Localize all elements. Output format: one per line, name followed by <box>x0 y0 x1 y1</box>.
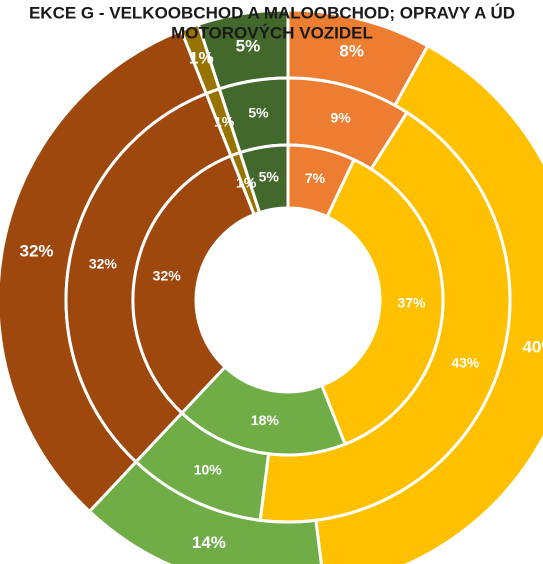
data-label: 1% <box>236 175 257 191</box>
data-label: 37% <box>397 295 426 311</box>
data-label: 32% <box>153 268 182 284</box>
data-label: 40% <box>522 337 543 356</box>
data-label: 1% <box>189 49 214 68</box>
data-label: 43% <box>451 355 480 371</box>
data-label: 32% <box>89 255 118 271</box>
data-label: 7% <box>305 170 326 186</box>
data-label: 32% <box>20 242 54 261</box>
rings <box>0 8 543 564</box>
data-label: 10% <box>194 461 223 477</box>
data-label: 14% <box>192 533 226 552</box>
data-label: 18% <box>251 412 280 428</box>
ring-segment <box>238 143 290 215</box>
data-label: 8% <box>339 42 364 61</box>
data-label: 1% <box>214 113 235 129</box>
chart-title: MOTOROVÝCH VOZIDEL <box>171 23 373 42</box>
data-label: 9% <box>330 110 351 126</box>
data-label: 5% <box>259 169 280 185</box>
ring-segment <box>131 153 257 416</box>
data-label: 5% <box>236 37 261 56</box>
chart-title: EKCE G - VELKOOBCHOD A MALOOBCHOD; OPRAV… <box>29 3 515 22</box>
ring-segment <box>319 157 445 447</box>
data-label: 5% <box>248 105 269 121</box>
